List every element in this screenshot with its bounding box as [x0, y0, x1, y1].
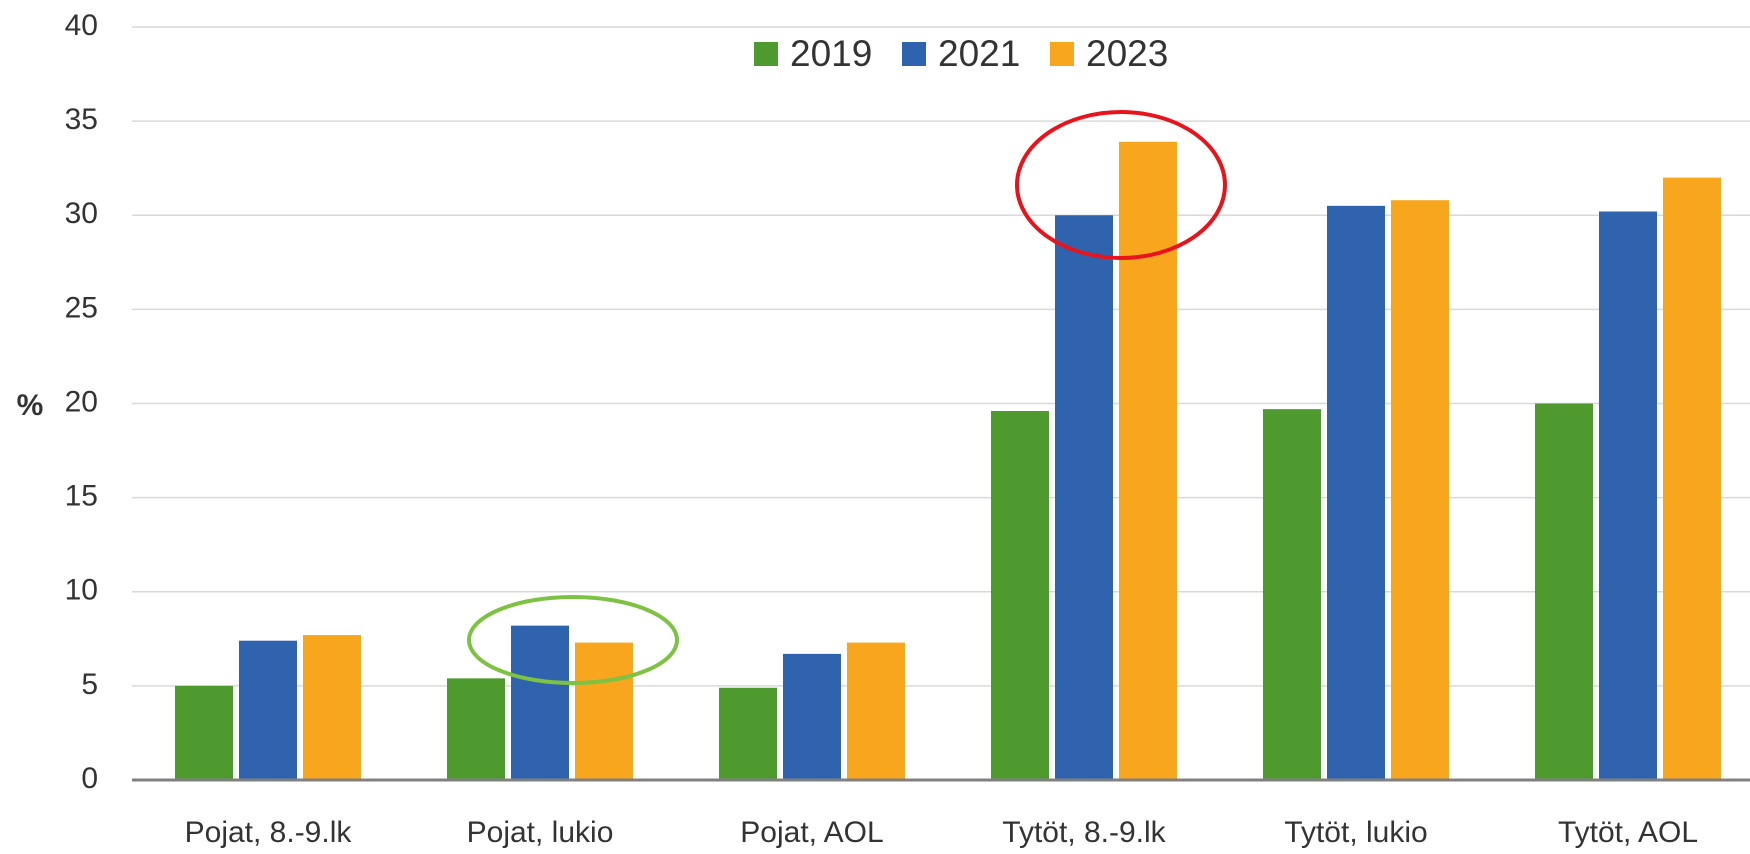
- legend-label: 2023: [1086, 33, 1168, 74]
- x-tick-label: Pojat, lukio: [467, 816, 614, 849]
- bar: [1327, 205, 1385, 780]
- y-tick-label: 5: [81, 668, 98, 701]
- bar: [1119, 141, 1177, 780]
- bar: [1599, 211, 1657, 781]
- x-tick-label: Pojat, 8.-9.lk: [185, 816, 353, 849]
- y-tick-label: 15: [65, 480, 98, 513]
- bar: [719, 687, 777, 780]
- bar: [1055, 215, 1113, 780]
- y-axis-label: %: [17, 389, 44, 422]
- bar: [1263, 409, 1321, 780]
- bar: [847, 642, 905, 780]
- y-tick-label: 30: [65, 197, 98, 230]
- x-tick-label: Pojat, AOL: [740, 816, 883, 849]
- bar: [175, 685, 233, 780]
- legend-swatch: [1050, 42, 1074, 66]
- bar: [1535, 403, 1593, 780]
- bar: [511, 625, 569, 780]
- x-tick-label: Tytöt, lukio: [1284, 816, 1427, 849]
- bar: [1391, 200, 1449, 780]
- bar: [575, 642, 633, 780]
- x-tick-label: Tytöt, AOL: [1558, 816, 1698, 849]
- y-tick-label: 10: [65, 574, 98, 607]
- bars: [175, 141, 1721, 781]
- legend-swatch: [754, 42, 778, 66]
- y-tick-label: 0: [81, 762, 98, 795]
- bar: [783, 653, 841, 780]
- y-tick-label: 20: [65, 385, 98, 418]
- bar: [1663, 177, 1721, 781]
- legend-swatch: [902, 42, 926, 66]
- y-tick-label: 35: [65, 103, 98, 136]
- highlight-ellipse: [467, 595, 679, 685]
- bar: [991, 411, 1049, 780]
- legend-label: 2021: [938, 33, 1020, 74]
- y-tick-label: 25: [65, 291, 98, 324]
- y-tick-label: 40: [65, 9, 98, 42]
- x-tick-label: Tytöt, 8.-9.lk: [1002, 816, 1166, 849]
- bar: [239, 640, 297, 780]
- grid: [132, 26, 1750, 781]
- bar: [303, 635, 361, 780]
- bar: [447, 678, 505, 780]
- legend-label: 2019: [790, 33, 872, 74]
- highlight-ellipse: [1015, 110, 1227, 260]
